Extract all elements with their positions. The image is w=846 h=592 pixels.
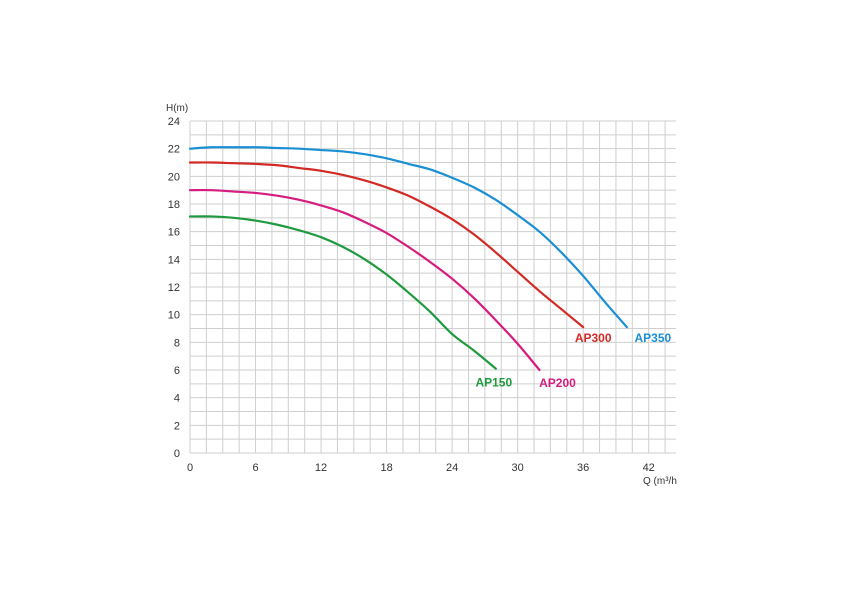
x-axis-label: Q (m³/h — [643, 476, 677, 487]
series-line-ap150 — [188, 215, 497, 370]
series-label-ap150: AP150 — [475, 376, 512, 390]
y-tick-label: 2 — [174, 420, 180, 432]
y-tick-label: 4 — [174, 393, 180, 405]
y-tick-label: 10 — [168, 310, 180, 322]
y-tick-label: 6 — [174, 365, 180, 377]
series-line-ap200 — [188, 188, 541, 372]
series-label-ap300: AP300 — [575, 331, 612, 345]
y-tick-label: 12 — [168, 282, 180, 294]
series-label-ap200: AP200 — [539, 376, 576, 390]
x-axis-ticks: 0 6 12 18 24 30 36 42 — [187, 462, 655, 474]
chart-grid — [189, 120, 676, 454]
y-tick-label: 8 — [174, 337, 180, 349]
series-line-ap350 — [188, 146, 628, 329]
y-tick-label: 18 — [168, 199, 180, 211]
y-tick-label: 0 — [174, 448, 180, 460]
y-tick-label: 14 — [168, 254, 180, 266]
series-label-ap350: AP350 — [635, 331, 672, 345]
series-line-ap300 — [188, 161, 585, 329]
y-tick-label: 16 — [168, 227, 180, 239]
y-axis-label: H(m) — [166, 103, 188, 114]
series-lines — [188, 146, 628, 372]
y-tick-label: 22 — [168, 144, 180, 156]
x-tick-label: 0 — [187, 462, 193, 474]
x-tick-label: 18 — [380, 462, 392, 474]
series-labels: AP150 AP200 AP300 AP350 — [475, 331, 671, 390]
x-tick-label: 30 — [512, 462, 524, 474]
x-tick-label: 6 — [252, 462, 258, 474]
x-tick-label: 36 — [577, 462, 589, 474]
x-tick-label: 24 — [446, 462, 458, 474]
x-tick-label: 12 — [315, 462, 327, 474]
y-tick-label: 20 — [168, 171, 180, 183]
y-tick-label: 24 — [168, 116, 180, 128]
x-tick-label: 42 — [643, 462, 655, 474]
